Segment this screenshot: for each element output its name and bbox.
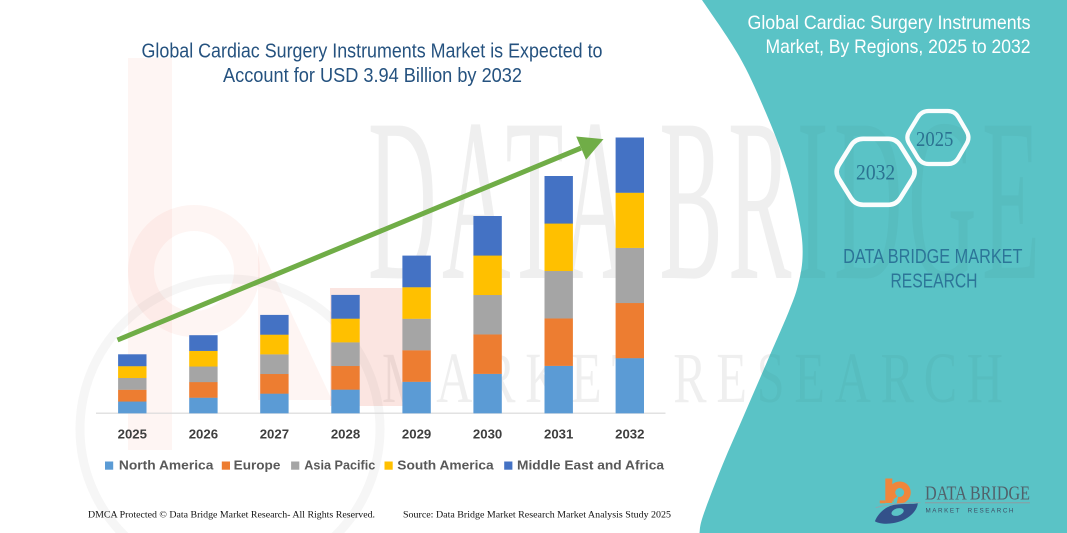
svg-text:MARKET RESEARCH: MARKET RESEARCH xyxy=(926,508,1016,515)
svg-text:2028: 2028 xyxy=(331,427,360,442)
svg-text:2026: 2026 xyxy=(189,427,218,442)
svg-text:Global Cardiac Surgery Instrum: Global Cardiac Surgery Instruments Marke… xyxy=(142,41,603,63)
svg-text:Asia Pacific: Asia Pacific xyxy=(304,457,375,472)
svg-text:2025: 2025 xyxy=(118,427,147,442)
svg-text:2032: 2032 xyxy=(615,427,644,442)
svg-text:2031: 2031 xyxy=(544,427,573,442)
svg-text:North America: North America xyxy=(119,457,214,472)
svg-text:2029: 2029 xyxy=(402,427,431,442)
svg-text:2027: 2027 xyxy=(260,427,289,442)
svg-text:South America: South America xyxy=(397,457,494,472)
svg-text:RESEARCH: RESEARCH xyxy=(891,270,978,293)
svg-text:Europe: Europe xyxy=(234,457,281,472)
svg-text:DMCA Protected © Data Bridge M: DMCA Protected © Data Bridge Market Rese… xyxy=(88,510,375,521)
svg-text:2032: 2032 xyxy=(856,160,895,185)
svg-text:2025: 2025 xyxy=(916,127,953,151)
svg-text:DATA BRIDGE: DATA BRIDGE xyxy=(925,483,1030,505)
svg-text:Middle East and Africa: Middle East and Africa xyxy=(517,457,665,472)
svg-text:Market, By Regions, 2025 to 20: Market, By Regions, 2025 to 2032 xyxy=(766,36,1031,58)
svg-text:Source: Data Bridge Market Res: Source: Data Bridge Market Research Mark… xyxy=(403,511,671,521)
svg-text:2030: 2030 xyxy=(473,427,502,442)
svg-text:DATA BRIDGE MARKET: DATA BRIDGE MARKET xyxy=(843,245,1023,268)
svg-text:Account for USD 3.94 Billion: Account for USD 3.94 Billion by 2032 xyxy=(223,65,522,87)
svg-text:Global Cardiac Surgery Instrum: Global Cardiac Surgery Instruments xyxy=(748,12,1031,34)
